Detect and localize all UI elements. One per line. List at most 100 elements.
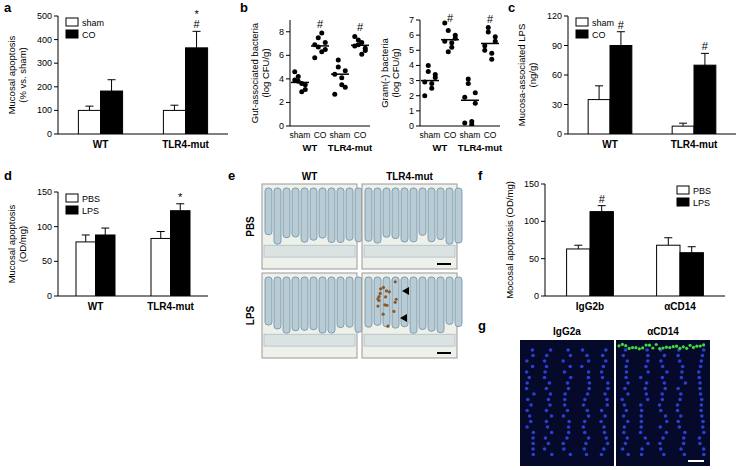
nucleus [566,381,570,385]
y-tick [54,134,58,135]
point [422,93,427,98]
nucleus [525,425,529,429]
crypt [365,277,372,327]
error-bar [85,235,86,242]
crypt [419,277,426,329]
nucleus [583,431,587,435]
nucleus [661,376,665,380]
nucleus [525,381,529,385]
nucleus [644,436,648,440]
error-bar [704,53,705,65]
y-axis-label: Mucosal apoptosis [6,204,17,283]
nucleus [697,376,701,380]
point [352,34,357,39]
column-label: αCD14 [647,326,679,337]
nucleus [621,447,625,451]
nucleus [676,354,680,358]
nucleus [626,381,630,385]
cd14-signal [695,345,698,348]
crypt [283,188,290,238]
crypt [355,188,362,242]
crypt [428,188,435,242]
x-tick-label: WT [88,301,104,312]
stain [394,280,397,283]
y-tick-label: 100 [37,222,52,232]
bar [163,110,185,134]
x-tick-label: CO [354,130,367,140]
stain [379,292,382,295]
scale-bar [688,460,704,462]
median-line [311,45,329,47]
nucleus [680,376,684,380]
stain [388,290,391,293]
crypt [337,277,344,328]
bar [694,65,716,134]
point [462,120,467,125]
point [489,51,494,56]
nucleus [531,348,535,352]
nucleus [603,414,607,418]
y-tick [54,261,58,262]
micrograph [362,273,462,358]
crypt [346,277,353,327]
nucleus [606,387,610,391]
point [363,48,368,53]
nucleus [623,425,627,429]
nucleus [549,348,553,352]
nucleus [646,442,650,446]
nucleus [658,442,662,446]
legend-label: CO [592,30,606,40]
nucleus [527,376,531,380]
nucleus [543,376,547,380]
crypt [346,188,353,240]
point [323,40,328,45]
nucleus [525,387,529,391]
nucleus [586,392,590,396]
nucleus [547,442,551,446]
legend-swatch [677,198,689,206]
nucleus [639,376,643,380]
nucleus [529,420,533,424]
nucleus [640,453,644,457]
nucleus [620,398,624,402]
nucleus [587,436,591,440]
error-bar [578,245,579,249]
y-tick-label: 120 [547,11,562,21]
cd14-signal [621,343,624,346]
nucleus [680,370,684,374]
y-tick-label: 60 [552,70,562,80]
crypt [419,188,426,235]
crypt [355,277,362,332]
crypt [274,188,281,244]
submucosa [364,245,455,257]
cd14-signal [682,345,685,348]
nucleus [683,453,687,457]
cd14-signal [655,343,658,346]
cd14-signal [651,346,654,349]
nucleus [639,425,643,429]
group-label: TLR4-mut [458,142,503,153]
error-cap [157,231,165,232]
nucleus [682,442,686,446]
nucleus [545,409,549,413]
bar [76,242,96,296]
nucleus [699,392,703,396]
marks [78,31,207,134]
nucleus [603,392,607,396]
nucleus [545,420,549,424]
nucleus [600,453,604,457]
nucleus [583,398,587,402]
crypt [265,188,272,235]
y-tick [54,296,58,297]
y-tick [54,63,58,64]
nucleus [625,436,629,440]
stain [394,301,397,304]
nucleus [698,436,702,440]
micrograph [362,184,462,269]
median-line [441,39,459,41]
y-tick-label: 0 [47,291,52,301]
error-bar [89,106,90,110]
y-tick-label: 90 [552,41,562,51]
y-tick-label: 5 [409,45,414,55]
bar [588,100,610,134]
